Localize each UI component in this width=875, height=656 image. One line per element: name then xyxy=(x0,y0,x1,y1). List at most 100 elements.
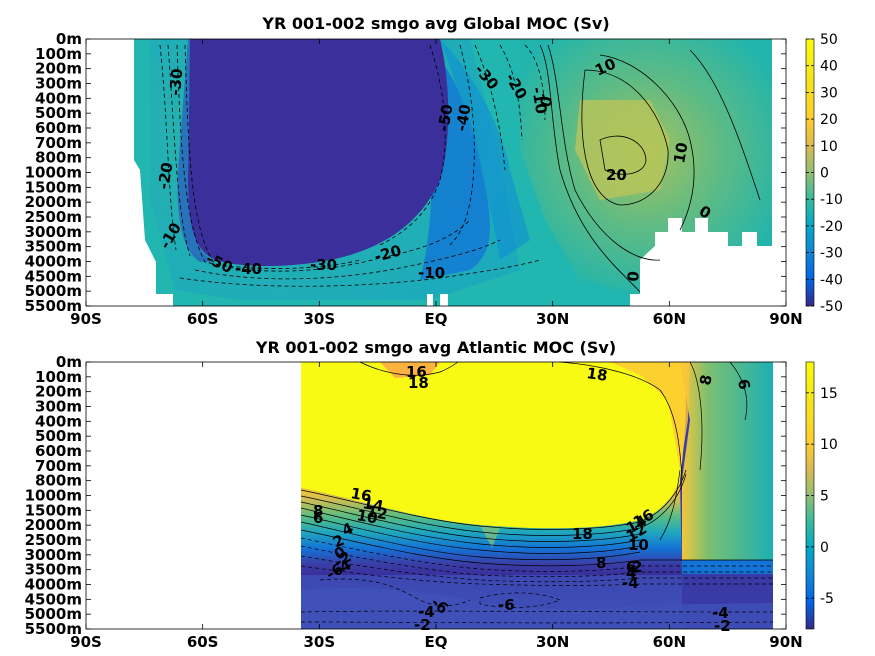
y-tick-label: 700m xyxy=(35,457,82,475)
svg-text:-40: -40 xyxy=(235,260,262,278)
y-tick-label: 700m xyxy=(35,134,82,152)
y-tick-label: 2500m xyxy=(25,531,82,549)
y-tick-label: 3000m xyxy=(25,546,82,564)
x-tick-label: 30S xyxy=(303,633,335,651)
colorbar-tick-label: -30 xyxy=(820,246,843,262)
y-tick-label: 3000m xyxy=(25,223,82,241)
svg-text:18: 18 xyxy=(572,525,593,543)
colorbar-tick-label: 50 xyxy=(820,32,838,48)
svg-text:-6: -6 xyxy=(323,560,346,584)
y-tick-label: 3500m xyxy=(25,561,82,579)
y-tick-label: 800m xyxy=(35,472,82,490)
atlantic-moc-y-tick-labels: 0m100m200m300m400m500m600m700m800m1000m1… xyxy=(25,353,82,638)
svg-text:6: 6 xyxy=(626,558,636,576)
colorbar-tick-label: -40 xyxy=(820,272,843,288)
svg-text:18: 18 xyxy=(585,364,608,385)
atlantic-moc-tick-marks xyxy=(85,361,787,630)
y-tick-label: 500m xyxy=(35,427,82,445)
svg-text:-20: -20 xyxy=(154,161,176,191)
global-moc-x-tick-labels: 90S 60S 30S EQ 30N 60N 90N xyxy=(70,310,803,328)
x-tick-label: 90N xyxy=(769,633,802,651)
svg-text:-4: -4 xyxy=(331,556,354,580)
y-tick-label: 1500m xyxy=(25,178,82,196)
y-tick-label: 200m xyxy=(35,60,82,78)
colorbar-tick-label: -10 xyxy=(820,192,843,208)
svg-text:16: 16 xyxy=(406,363,427,381)
svg-text:8: 8 xyxy=(596,554,606,572)
svg-text:-10: -10 xyxy=(418,264,445,282)
y-tick-label: 2000m xyxy=(25,516,82,534)
colorbar-tick-label: -20 xyxy=(820,219,843,235)
global-moc-contours xyxy=(159,44,761,293)
svg-text:-4: -4 xyxy=(418,603,435,621)
svg-text:6: 6 xyxy=(734,378,754,391)
svg-text:0: 0 xyxy=(536,94,556,109)
atlantic-moc-x-tick-labels: 90S 60S 30S EQ 30N 60N 90N xyxy=(70,633,803,651)
colorbar-tick-label: -5 xyxy=(820,591,834,607)
y-tick-label: 100m xyxy=(35,45,82,63)
x-tick-label: 90S xyxy=(70,310,102,328)
y-tick-label: 4500m xyxy=(25,267,82,285)
colorbar-tick-label: 40 xyxy=(820,59,838,75)
svg-text:-4: -4 xyxy=(712,604,729,622)
y-tick-label: 400m xyxy=(35,412,82,430)
y-tick-label: 4000m xyxy=(25,253,82,271)
svg-text:-2: -2 xyxy=(714,617,731,635)
y-tick-label: 300m xyxy=(35,75,82,93)
colorbar-tick-label: 30 xyxy=(820,85,838,101)
svg-text:10: 10 xyxy=(628,536,649,554)
svg-text:8: 8 xyxy=(696,373,716,386)
y-tick-label: 0m xyxy=(56,30,82,48)
svg-text:-30: -30 xyxy=(166,68,186,97)
x-tick-label: 30N xyxy=(536,633,569,651)
y-tick-label: 600m xyxy=(35,119,82,137)
y-tick-label: 200m xyxy=(35,383,82,401)
colorbar-tick-label: 5 xyxy=(820,489,829,505)
colorbar-tick-label: 15 xyxy=(820,386,838,402)
x-tick-label: 60N xyxy=(653,310,686,328)
svg-text:16: 16 xyxy=(349,484,373,505)
global-moc-colorbar-ticks: 50 40 30 20 10 0 -10 -20 -30 -40 -50 xyxy=(806,32,843,315)
svg-text:-50: -50 xyxy=(434,103,456,133)
y-tick-label: 2500m xyxy=(25,208,82,226)
colorbar-tick-label: 10 xyxy=(820,139,838,155)
global-moc-panel: YR 001-002 smgo avg Global MOC (Sv) xyxy=(25,14,843,328)
svg-text:2: 2 xyxy=(632,558,642,576)
svg-text:-40: -40 xyxy=(452,103,474,133)
x-tick-label: 30S xyxy=(303,310,335,328)
svg-text:-2: -2 xyxy=(331,548,354,572)
y-tick-label: 5000m xyxy=(25,605,82,623)
svg-text:10: 10 xyxy=(670,141,691,165)
svg-text:0: 0 xyxy=(624,270,643,282)
global-moc-field xyxy=(134,39,786,306)
global-moc-title: YR 001-002 smgo avg Global MOC (Sv) xyxy=(261,14,609,33)
y-tick-label: 4500m xyxy=(25,590,82,608)
atlantic-moc-contours xyxy=(300,361,774,624)
y-tick-label: 1000m xyxy=(25,164,82,182)
x-tick-label: 90N xyxy=(769,310,802,328)
svg-text:-6: -6 xyxy=(498,596,515,614)
y-tick-label: 500m xyxy=(35,104,82,122)
global-moc-tick-marks xyxy=(85,38,787,307)
colorbar-tick-label: 10 xyxy=(820,437,838,453)
y-tick-label: 100m xyxy=(35,368,82,386)
atlantic-moc-field xyxy=(301,362,773,629)
atlantic-moc-title: YR 001-002 smgo avg Atlantic MOC (Sv) xyxy=(255,338,616,357)
x-tick-label: EQ xyxy=(425,310,448,328)
svg-text:4: 4 xyxy=(626,564,636,582)
svg-text:20: 20 xyxy=(606,166,627,184)
y-tick-label: 600m xyxy=(35,442,82,460)
x-tick-label: 90S xyxy=(70,633,102,651)
colorbar-tick-label: 0 xyxy=(820,540,829,556)
atlantic-moc-panel: YR 001-002 smgo avg Atlantic MOC (Sv) xyxy=(25,338,838,651)
svg-text:12: 12 xyxy=(365,502,389,523)
colorbar-tick-label: -50 xyxy=(820,299,843,315)
y-tick-label: 5000m xyxy=(25,282,82,300)
svg-text:-4: -4 xyxy=(622,574,639,592)
y-tick-label: 4000m xyxy=(25,576,82,594)
y-tick-label: 3500m xyxy=(25,238,82,256)
svg-text:-2: -2 xyxy=(414,616,431,634)
y-tick-label: 2000m xyxy=(25,193,82,211)
colorbar-tick-label: 0 xyxy=(820,166,829,182)
